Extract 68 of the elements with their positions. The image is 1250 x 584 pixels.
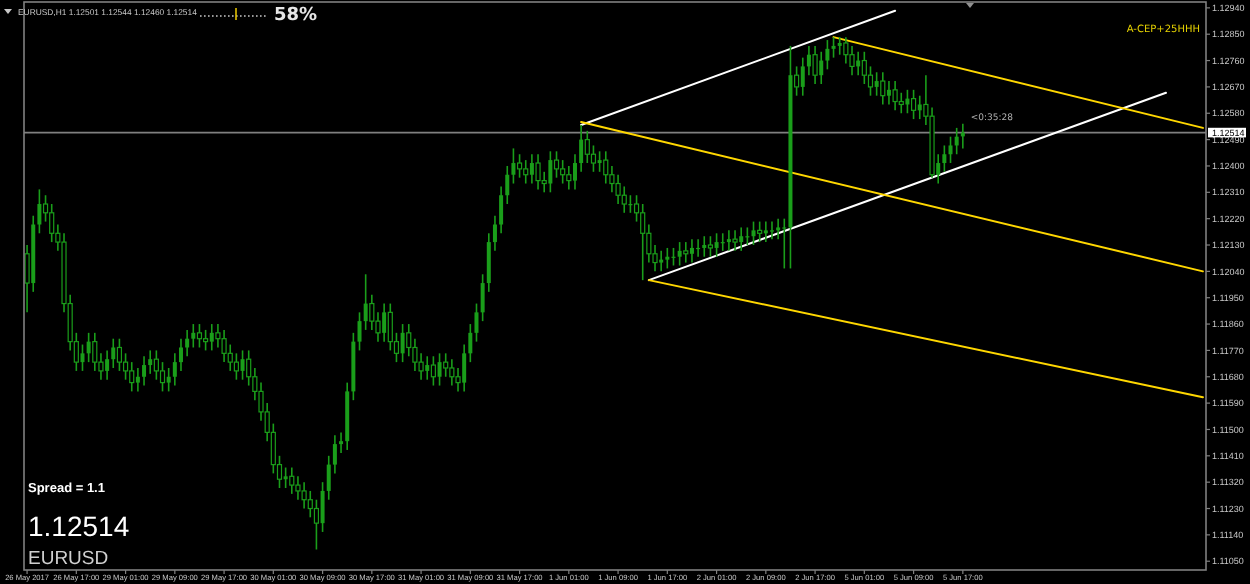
candlestick bbox=[874, 71, 879, 97]
candlestick bbox=[584, 130, 590, 164]
candlestick bbox=[566, 165, 572, 191]
candlestick bbox=[948, 135, 953, 164]
candlestick bbox=[683, 241, 689, 264]
candlestick bbox=[430, 355, 436, 387]
candlestick bbox=[732, 229, 738, 252]
candlestick bbox=[831, 36, 836, 59]
candlestick bbox=[129, 361, 135, 393]
candlestick bbox=[849, 45, 855, 76]
candlestick bbox=[196, 323, 203, 349]
candlestick bbox=[49, 203, 55, 243]
candlestick bbox=[142, 355, 147, 387]
annotation: EURUSD bbox=[28, 548, 109, 570]
candlestick bbox=[677, 241, 682, 267]
candlestick bbox=[516, 153, 523, 179]
candlestick bbox=[954, 127, 959, 156]
candlestick bbox=[80, 343, 85, 372]
candlestick bbox=[763, 220, 768, 243]
candlestick bbox=[92, 332, 98, 372]
candlestick bbox=[449, 358, 455, 387]
candlestick bbox=[400, 323, 405, 363]
candlestick bbox=[597, 150, 602, 173]
candlestick bbox=[603, 150, 609, 185]
candlestick bbox=[812, 45, 818, 85]
candlestick bbox=[707, 235, 714, 258]
candlestick bbox=[665, 247, 670, 270]
candlestick bbox=[640, 203, 646, 281]
annotation: 58% bbox=[274, 6, 318, 26]
candlestick bbox=[289, 466, 295, 495]
candlestick bbox=[892, 80, 898, 112]
candlestick bbox=[295, 475, 301, 501]
candlestick bbox=[757, 220, 763, 243]
annotation: 1.12514 bbox=[28, 510, 130, 542]
candlestick bbox=[886, 80, 891, 106]
candlestick bbox=[283, 466, 288, 489]
candlestick bbox=[535, 153, 541, 191]
candlestick bbox=[615, 173, 621, 205]
candlestick bbox=[739, 226, 744, 252]
candlestick bbox=[529, 153, 534, 185]
candlestick bbox=[209, 323, 214, 352]
candlestick bbox=[751, 220, 756, 246]
candlestick bbox=[880, 71, 886, 106]
candlestick bbox=[425, 355, 430, 381]
candlestick bbox=[240, 349, 245, 381]
candlestick bbox=[548, 150, 553, 194]
candlestick bbox=[560, 159, 566, 185]
candlestick bbox=[837, 36, 842, 56]
candlestick bbox=[917, 94, 922, 120]
candlestick bbox=[910, 89, 917, 120]
candlestick bbox=[443, 352, 449, 378]
candlestick bbox=[233, 352, 239, 381]
candlestick bbox=[301, 481, 307, 510]
candlestick bbox=[116, 337, 123, 372]
candlestick bbox=[86, 332, 91, 363]
candlestick bbox=[659, 250, 664, 273]
candlestick bbox=[726, 229, 731, 252]
candlestick bbox=[689, 238, 694, 264]
candlestick bbox=[714, 232, 719, 258]
candlestick bbox=[221, 329, 227, 363]
candlestick bbox=[702, 235, 707, 258]
candlestick bbox=[191, 323, 196, 349]
candlestick bbox=[769, 220, 774, 240]
candlestick bbox=[819, 50, 824, 85]
candlestick bbox=[382, 302, 387, 343]
candlestick bbox=[203, 329, 209, 352]
candlestick bbox=[523, 159, 529, 185]
candlestick bbox=[437, 352, 442, 387]
